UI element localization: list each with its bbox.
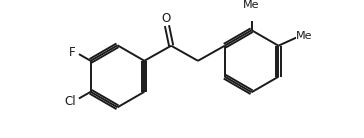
Text: O: O [162,12,171,25]
Text: Cl: Cl [65,95,76,108]
Text: Me: Me [296,31,313,41]
Text: Me: Me [244,0,260,10]
Text: F: F [69,46,76,59]
